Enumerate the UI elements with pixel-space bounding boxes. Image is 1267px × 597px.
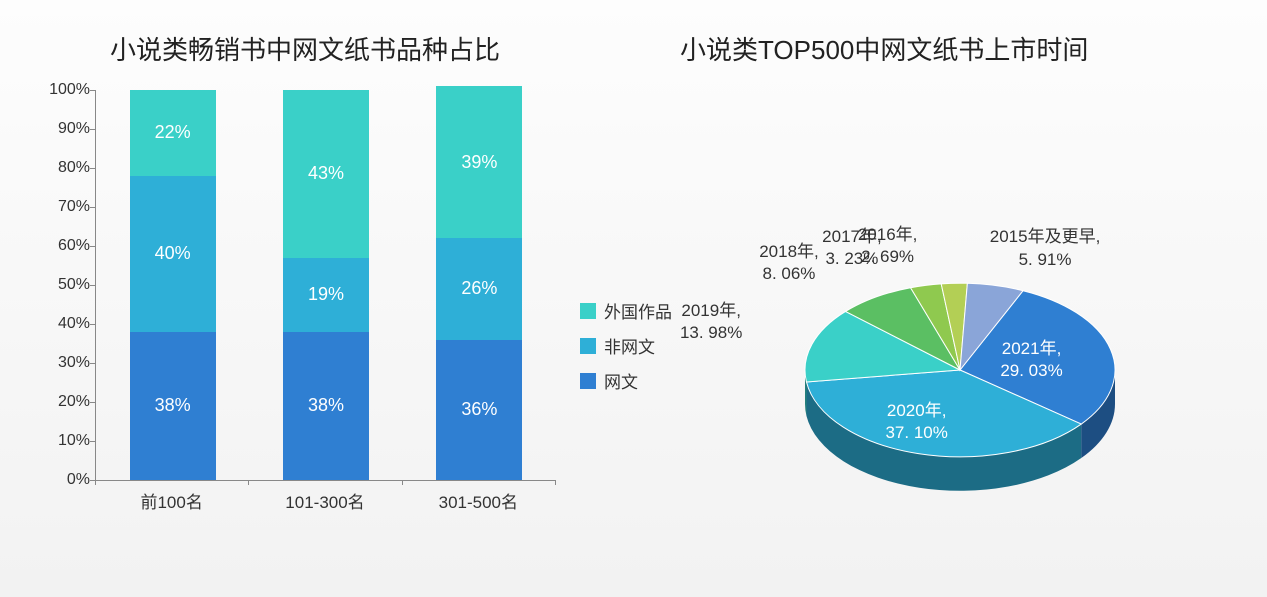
- y-tick-label: 60%: [35, 237, 90, 255]
- y-tick-label: 0%: [35, 471, 90, 489]
- legend-swatch: [580, 303, 596, 319]
- legend-swatch: [580, 373, 596, 389]
- y-tick-label: 10%: [35, 432, 90, 450]
- bar-segment: 36%: [436, 340, 522, 480]
- bar-segment: 40%: [130, 176, 216, 332]
- bar-chart-title: 小说类畅销书中网文纸书品种占比: [110, 30, 500, 67]
- pie-svg: [700, 150, 1220, 570]
- legend-item: 外国作品: [580, 298, 672, 323]
- pie-slice-label: 2019年, 13. 98%: [680, 300, 742, 344]
- bar-segment: 39%: [436, 86, 522, 238]
- x-category-label: 101-300名: [255, 488, 395, 513]
- pie-chart-title: 小说类TOP500中网文纸书上市时间: [680, 30, 1088, 67]
- legend-label: 外国作品: [604, 298, 672, 323]
- y-tick-label: 70%: [35, 198, 90, 216]
- bar-legend: 外国作品非网文网文: [580, 298, 672, 403]
- x-category-label: 前100名: [102, 488, 242, 513]
- pie-slice-label: 2020年, 37. 10%: [885, 400, 947, 444]
- y-tick-label: 100%: [35, 81, 90, 99]
- pie-slice-label: 2016年, 2. 69%: [858, 224, 918, 268]
- bar-segment: 38%: [130, 332, 216, 480]
- y-tick-label: 90%: [35, 120, 90, 138]
- pie-slice-label: 2018年, 8. 06%: [759, 241, 819, 285]
- bar-plot-area: 38%40%22%38%19%43%36%26%39%: [95, 90, 556, 481]
- bar-segment: 22%: [130, 90, 216, 176]
- x-category-label: 301-500名: [408, 488, 548, 513]
- y-tick-label: 30%: [35, 354, 90, 372]
- legend-item: 网文: [580, 368, 672, 393]
- y-tick-label: 80%: [35, 159, 90, 177]
- pie-slice-label: 2021年, 29. 03%: [1000, 338, 1062, 382]
- y-tick-label: 20%: [35, 393, 90, 411]
- bar-column: 36%26%39%: [436, 90, 522, 480]
- bar-segment: 26%: [436, 238, 522, 339]
- bar-segment: 19%: [283, 258, 369, 332]
- bar-column: 38%40%22%: [130, 90, 216, 480]
- y-tick-label: 40%: [35, 315, 90, 333]
- y-tick-label: 50%: [35, 276, 90, 294]
- stacked-bar-chart: 38%40%22%38%19%43%36%26%39% 0%10%20%30%4…: [35, 80, 565, 540]
- pie-chart: 2021年, 29. 03%2020年, 37. 10%2019年, 13. 9…: [700, 150, 1220, 570]
- pie-slice-label: 2015年及更早, 5. 91%: [990, 226, 1101, 270]
- legend-item: 非网文: [580, 333, 672, 358]
- legend-swatch: [580, 338, 596, 354]
- bar-segment: 38%: [283, 332, 369, 480]
- legend-label: 网文: [604, 368, 638, 393]
- bar-segment: 43%: [283, 90, 369, 258]
- bar-column: 38%19%43%: [283, 90, 369, 480]
- legend-label: 非网文: [604, 333, 655, 358]
